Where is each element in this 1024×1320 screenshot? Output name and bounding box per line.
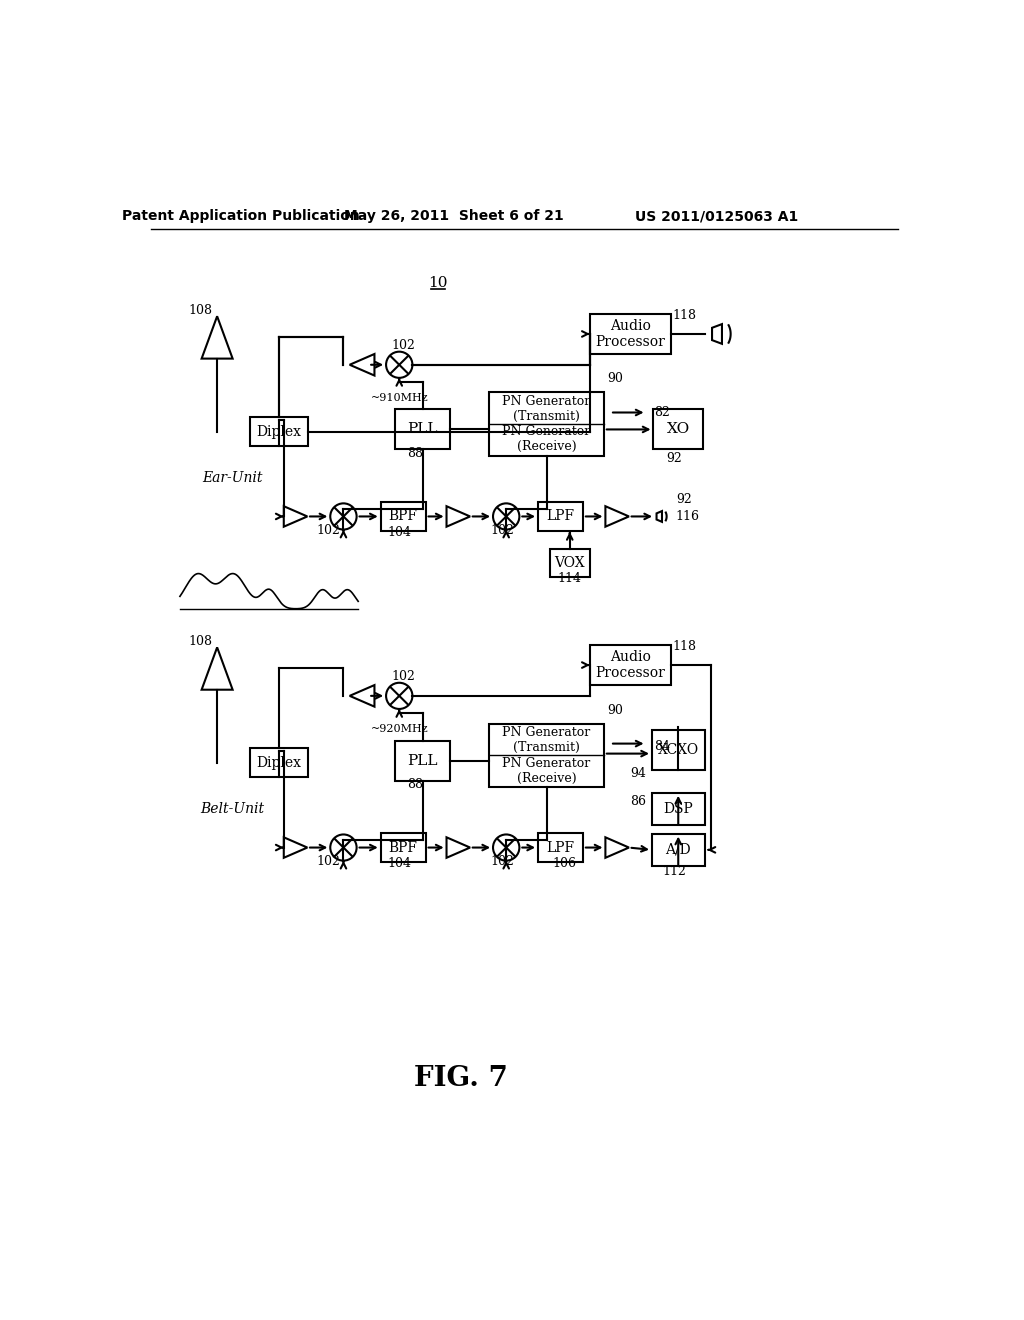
Text: LPF: LPF <box>547 841 574 854</box>
FancyBboxPatch shape <box>653 409 703 449</box>
Text: 108: 108 <box>188 635 212 648</box>
Text: FIG. 7: FIG. 7 <box>415 1065 508 1092</box>
Text: 102: 102 <box>316 524 340 537</box>
Text: 88: 88 <box>407 447 423 461</box>
FancyBboxPatch shape <box>652 834 705 866</box>
Text: 112: 112 <box>663 866 686 878</box>
FancyBboxPatch shape <box>652 730 705 770</box>
Text: US 2011/0125063 A1: US 2011/0125063 A1 <box>635 209 799 223</box>
FancyBboxPatch shape <box>538 833 583 862</box>
Text: 116: 116 <box>676 511 700 523</box>
Text: 118: 118 <box>673 640 696 652</box>
Text: ~910MHz: ~910MHz <box>371 393 428 403</box>
Text: 86: 86 <box>630 795 646 808</box>
Text: BPF: BPF <box>389 510 418 524</box>
FancyBboxPatch shape <box>489 723 604 787</box>
Text: A/D: A/D <box>666 843 691 857</box>
Text: DSP: DSP <box>664 803 693 816</box>
Text: 88: 88 <box>407 779 423 791</box>
FancyBboxPatch shape <box>590 314 671 354</box>
Text: 84: 84 <box>654 739 671 752</box>
Text: PN Generator
(Transmit): PN Generator (Transmit) <box>503 395 591 422</box>
Text: 10: 10 <box>428 276 447 290</box>
FancyBboxPatch shape <box>489 392 604 455</box>
FancyBboxPatch shape <box>250 748 308 777</box>
Text: VOX: VOX <box>554 556 585 570</box>
Text: 102: 102 <box>316 855 340 869</box>
Text: 90: 90 <box>607 704 624 717</box>
Text: 114: 114 <box>558 572 582 585</box>
Text: 102: 102 <box>490 524 514 537</box>
Text: May 26, 2011  Sheet 6 of 21: May 26, 2011 Sheet 6 of 21 <box>344 209 563 223</box>
Text: 104: 104 <box>387 525 412 539</box>
Text: 92: 92 <box>667 451 682 465</box>
Text: PLL: PLL <box>408 422 437 437</box>
Text: 104: 104 <box>387 857 412 870</box>
Text: 102: 102 <box>490 855 514 869</box>
Text: Patent Application Publication: Patent Application Publication <box>122 209 359 223</box>
Text: LPF: LPF <box>547 510 574 524</box>
Text: 82: 82 <box>654 407 670 420</box>
FancyBboxPatch shape <box>394 741 451 780</box>
Text: XCXO: XCXO <box>657 743 698 756</box>
Text: PN Generator
(Receive): PN Generator (Receive) <box>503 756 591 784</box>
Text: 118: 118 <box>673 309 696 322</box>
Polygon shape <box>712 325 722 343</box>
Text: 92: 92 <box>676 492 691 506</box>
FancyBboxPatch shape <box>381 833 426 862</box>
FancyBboxPatch shape <box>394 409 451 449</box>
Text: BPF: BPF <box>389 841 418 854</box>
Text: 106: 106 <box>552 857 577 870</box>
Text: 102: 102 <box>391 671 415 684</box>
Text: Ear-Unit: Ear-Unit <box>203 471 263 484</box>
FancyBboxPatch shape <box>590 645 671 685</box>
Text: ~920MHz: ~920MHz <box>371 725 428 734</box>
Text: 94: 94 <box>630 767 646 780</box>
Text: PN Generator
(Transmit): PN Generator (Transmit) <box>503 726 591 754</box>
FancyBboxPatch shape <box>538 502 583 531</box>
Text: Diplex: Diplex <box>257 425 302 438</box>
Text: 102: 102 <box>391 339 415 352</box>
Text: 108: 108 <box>188 305 212 317</box>
Polygon shape <box>656 511 662 521</box>
FancyBboxPatch shape <box>652 793 705 825</box>
Text: Belt-Unit: Belt-Unit <box>201 803 264 816</box>
Text: PLL: PLL <box>408 754 437 767</box>
Text: XO: XO <box>667 422 690 437</box>
Text: Audio
Processor: Audio Processor <box>595 319 666 348</box>
FancyBboxPatch shape <box>550 549 590 577</box>
Text: Diplex: Diplex <box>257 756 302 770</box>
FancyBboxPatch shape <box>250 417 308 446</box>
Text: PN Generator
(Receive): PN Generator (Receive) <box>503 425 591 454</box>
FancyBboxPatch shape <box>381 502 426 531</box>
Text: Audio
Processor: Audio Processor <box>595 649 666 680</box>
Text: 90: 90 <box>607 372 624 385</box>
